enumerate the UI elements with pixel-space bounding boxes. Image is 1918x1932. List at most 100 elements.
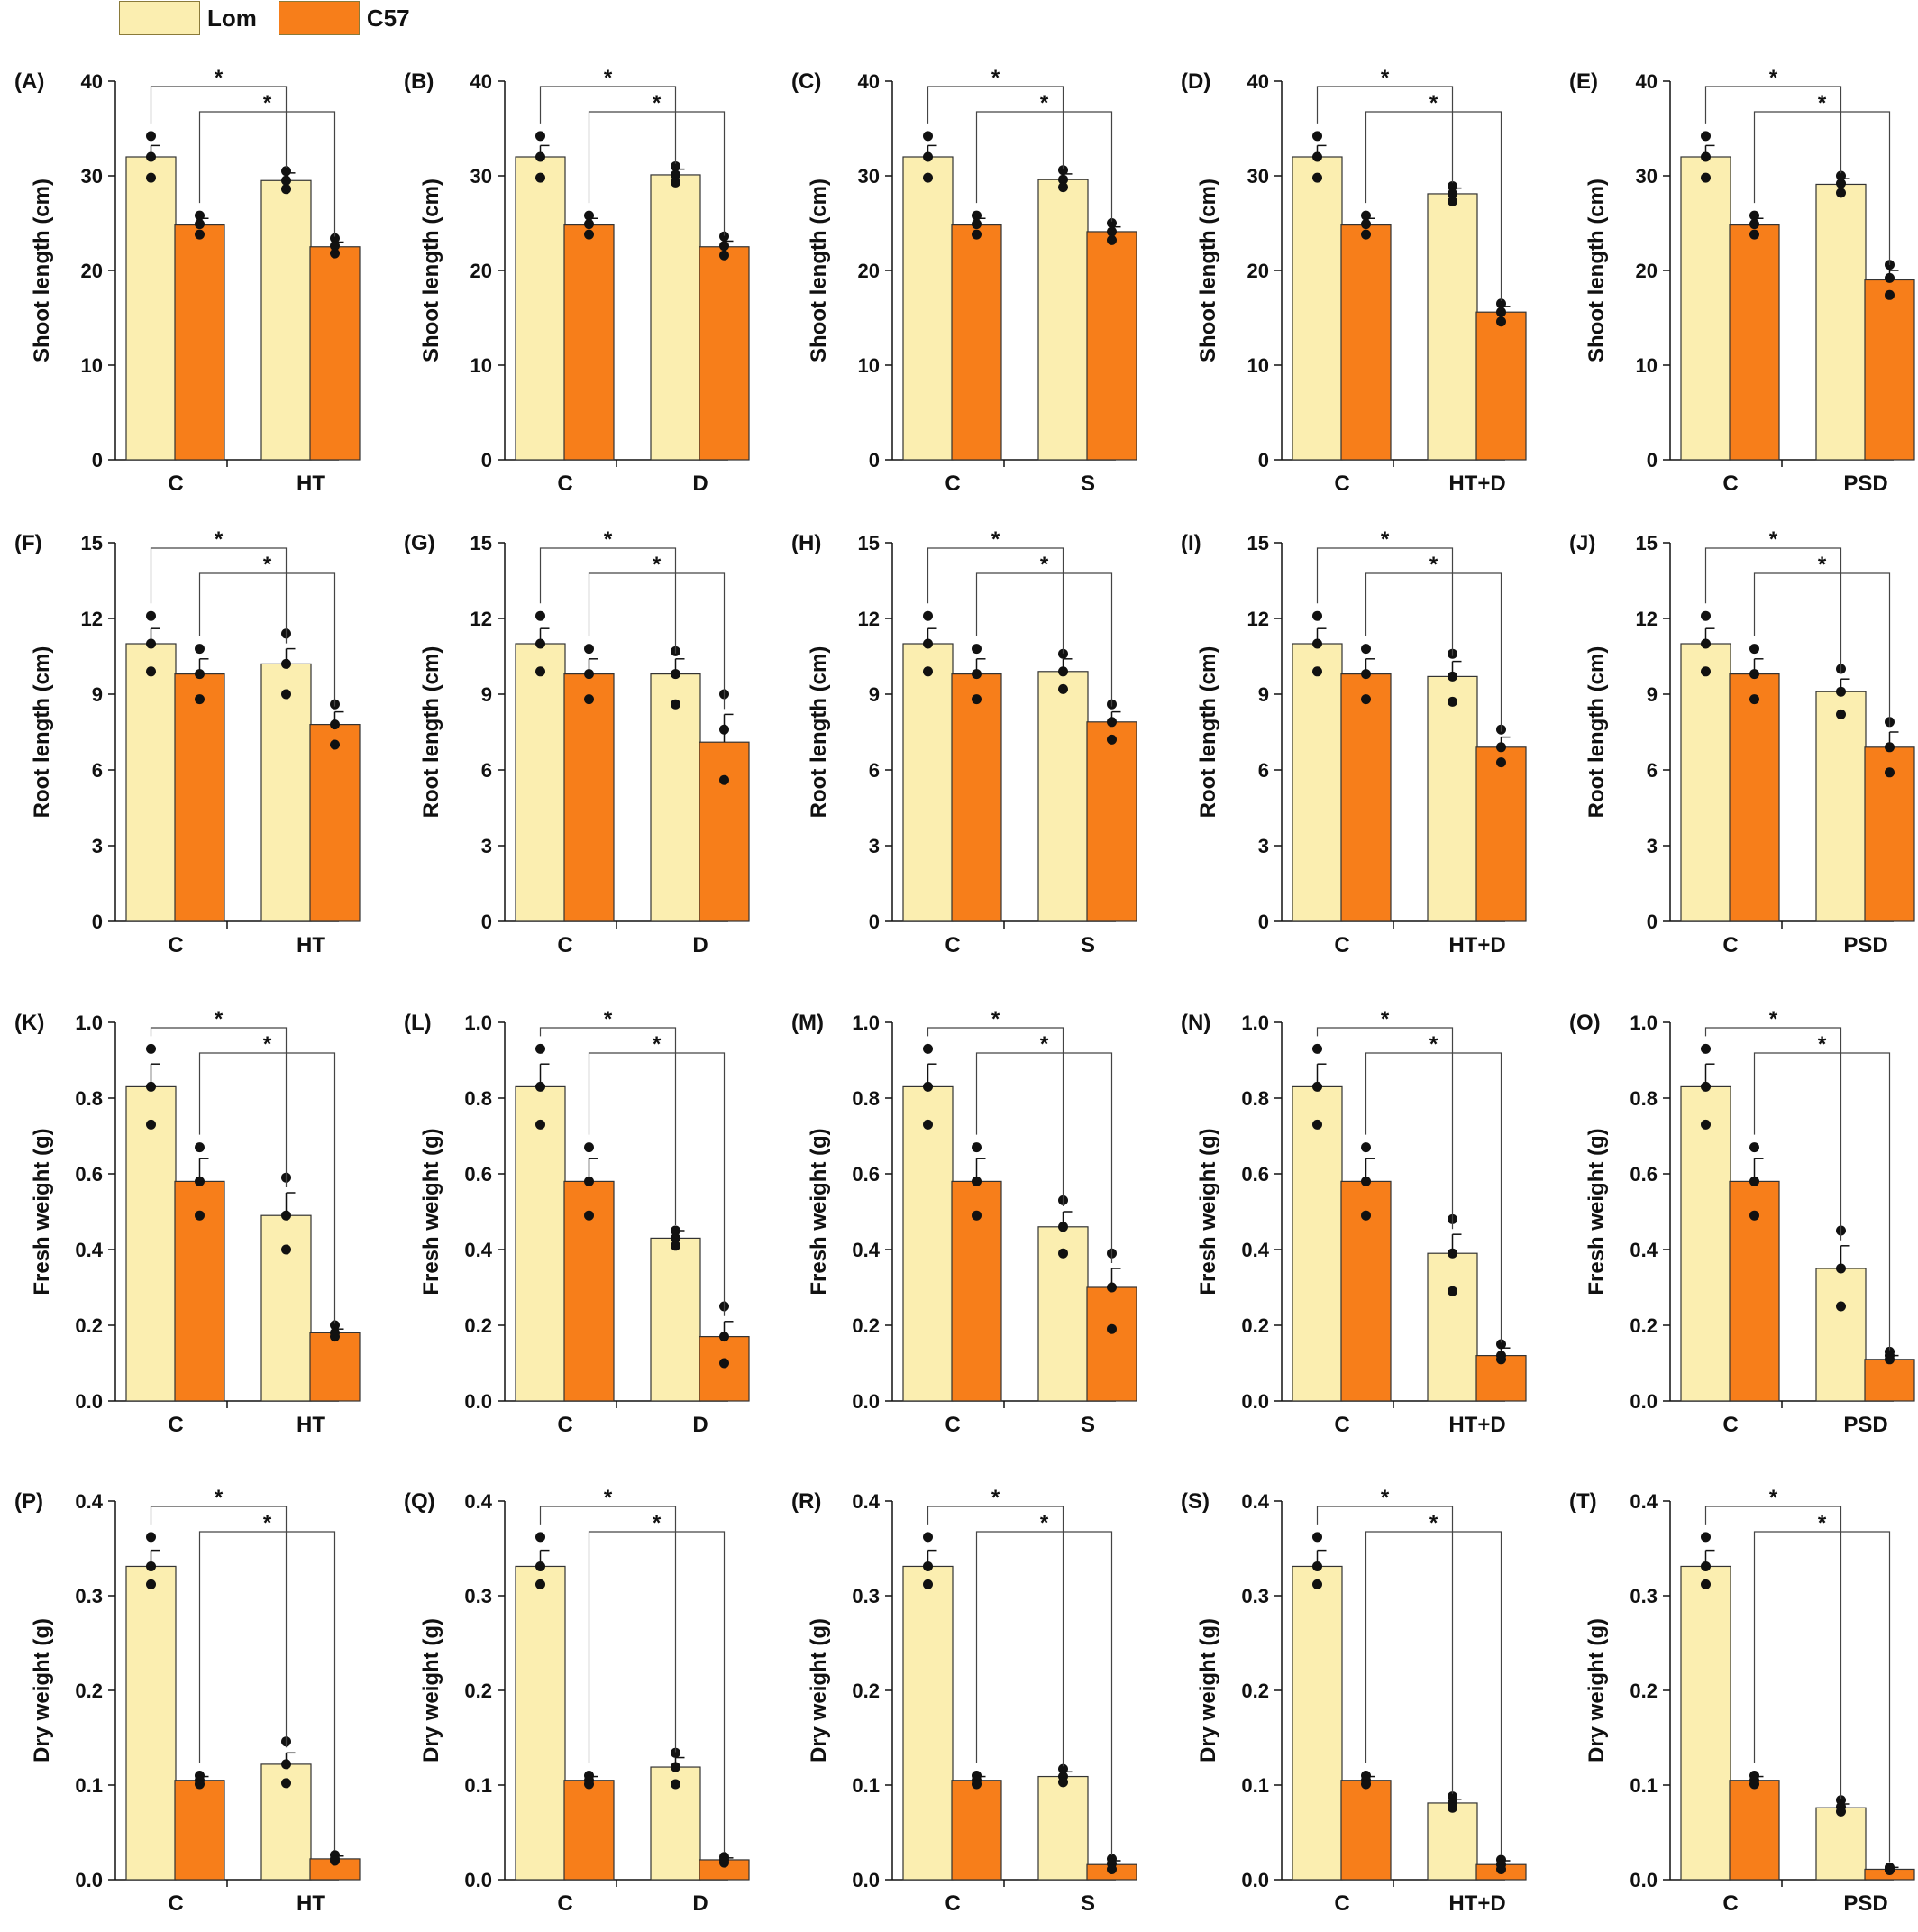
bar-lom	[515, 1085, 566, 1402]
bar-lom	[1037, 671, 1089, 922]
data-point	[671, 1225, 680, 1236]
x-tick-label: C	[945, 472, 960, 496]
bar-c57	[951, 224, 1002, 461]
significance-mark: *	[1381, 527, 1390, 552]
bar-c57	[1864, 279, 1915, 461]
data-point	[584, 1142, 594, 1153]
data-point	[146, 1532, 156, 1543]
data-point	[1885, 1354, 1895, 1365]
y-tick-label: 0	[481, 449, 492, 472]
data-point	[584, 1779, 594, 1790]
data-point	[1885, 289, 1895, 300]
panel-label: (H)	[791, 531, 821, 555]
data-point	[1836, 1301, 1846, 1312]
x-tick-label: HT+D	[1448, 933, 1505, 957]
data-point	[1361, 669, 1371, 680]
chart-panel-i: (I) Root length (cm) 0 3 6 9 12 15 C HT+D * *	[1181, 527, 1527, 957]
bar-lom	[1815, 183, 1867, 461]
data-point	[1058, 174, 1068, 185]
data-point	[671, 699, 680, 710]
chart-panel-f: (F) Root length (cm) 0 3 6 9 12 15 C HT * *	[14, 527, 361, 957]
y-tick-label: 3	[92, 835, 103, 857]
x-tick-label: HT	[297, 1413, 325, 1437]
data-point	[1107, 1863, 1117, 1874]
x-tick-label: C	[945, 933, 960, 957]
data-point	[1496, 757, 1506, 768]
data-point	[923, 151, 933, 162]
bar-lom	[1815, 1807, 1867, 1881]
data-point	[1836, 1806, 1846, 1817]
bar-lom	[1427, 1252, 1478, 1402]
bar-lom	[1292, 1565, 1343, 1881]
y-tick-label: 0.6	[1241, 1163, 1269, 1186]
data-point	[1312, 151, 1322, 162]
bar-lom	[260, 179, 312, 461]
significance-bracket	[927, 547, 1064, 654]
data-point	[535, 1532, 545, 1543]
data-point	[1701, 131, 1711, 142]
bar-lom	[515, 156, 566, 461]
data-point	[671, 177, 680, 188]
data-point	[972, 1142, 982, 1153]
y-tick-label: 0.0	[1241, 1869, 1269, 1891]
data-point	[1312, 1043, 1322, 1054]
bar-lom	[1427, 193, 1478, 461]
data-point	[1107, 218, 1117, 228]
panel-label: (G)	[404, 531, 435, 555]
chart-panel-t: (T) Dry weight (g) 0.0 0.1 0.2 0.3 0.4 C PSD * *	[1569, 1486, 1915, 1916]
data-point	[1312, 666, 1322, 677]
x-tick-label: C	[945, 1413, 960, 1437]
legend-swatch-lom	[119, 1, 200, 35]
data-point	[1701, 638, 1711, 649]
y-tick-label: 0.3	[75, 1585, 103, 1607]
y-axis-label: Dry weight (g)	[1196, 1618, 1220, 1763]
significance-mark: *	[1040, 1511, 1049, 1535]
y-tick-label: 9	[92, 683, 103, 706]
significance-mark: *	[604, 527, 613, 552]
y-tick-label: 10	[470, 354, 492, 377]
data-point	[1496, 1339, 1506, 1350]
x-tick-label: C	[1334, 472, 1349, 496]
bar-c57	[1340, 1780, 1392, 1881]
y-tick-label: 0.6	[852, 1163, 880, 1186]
bar-c57	[309, 246, 361, 461]
data-point	[330, 248, 340, 259]
y-tick-label: 0.0	[75, 1390, 103, 1413]
data-point	[1885, 767, 1895, 778]
y-tick-label: 6	[481, 759, 492, 782]
y-tick-label: 20	[858, 260, 880, 282]
y-tick-label: 0.4	[464, 1490, 492, 1513]
data-point	[535, 666, 545, 677]
data-point	[1312, 131, 1322, 142]
significance-bracket	[1316, 86, 1454, 183]
data-point	[1361, 219, 1371, 230]
y-axis-label: Root length (cm)	[807, 646, 831, 819]
data-point	[1312, 638, 1322, 649]
y-tick-label: 0.4	[75, 1490, 103, 1513]
data-point	[1361, 1210, 1371, 1221]
data-point	[1749, 644, 1759, 655]
data-point	[1361, 1142, 1371, 1153]
data-point	[719, 1332, 729, 1342]
bar-c57	[309, 723, 361, 922]
bar-c57	[699, 1335, 750, 1402]
data-point	[146, 131, 156, 142]
panel-label: (R)	[791, 1489, 821, 1514]
bar-lom	[650, 673, 701, 922]
y-tick-label: 15	[858, 532, 880, 554]
data-point	[923, 1579, 933, 1589]
y-tick-label: 0.2	[1630, 1314, 1658, 1337]
bar-lom	[650, 174, 701, 461]
data-point	[195, 1779, 205, 1790]
chart-panel-a: (A) Shoot length (cm) 0 10 20 30 40 C HT * *	[14, 66, 361, 496]
bar-lom	[1815, 1268, 1867, 1402]
data-point	[1058, 1763, 1068, 1774]
panel-label: (D)	[1181, 69, 1210, 94]
y-tick-label: 1.0	[464, 1012, 492, 1034]
legend-item-lom: Lom	[119, 1, 257, 35]
data-point	[535, 1081, 545, 1092]
chart-panel-s: (S) Dry weight (g) 0.0 0.1 0.2 0.3 0.4 C HT+D * *	[1181, 1486, 1527, 1916]
y-tick-label: 0.4	[852, 1239, 880, 1261]
y-tick-label: 0.0	[852, 1869, 880, 1891]
significance-bracket	[975, 1052, 1113, 1263]
